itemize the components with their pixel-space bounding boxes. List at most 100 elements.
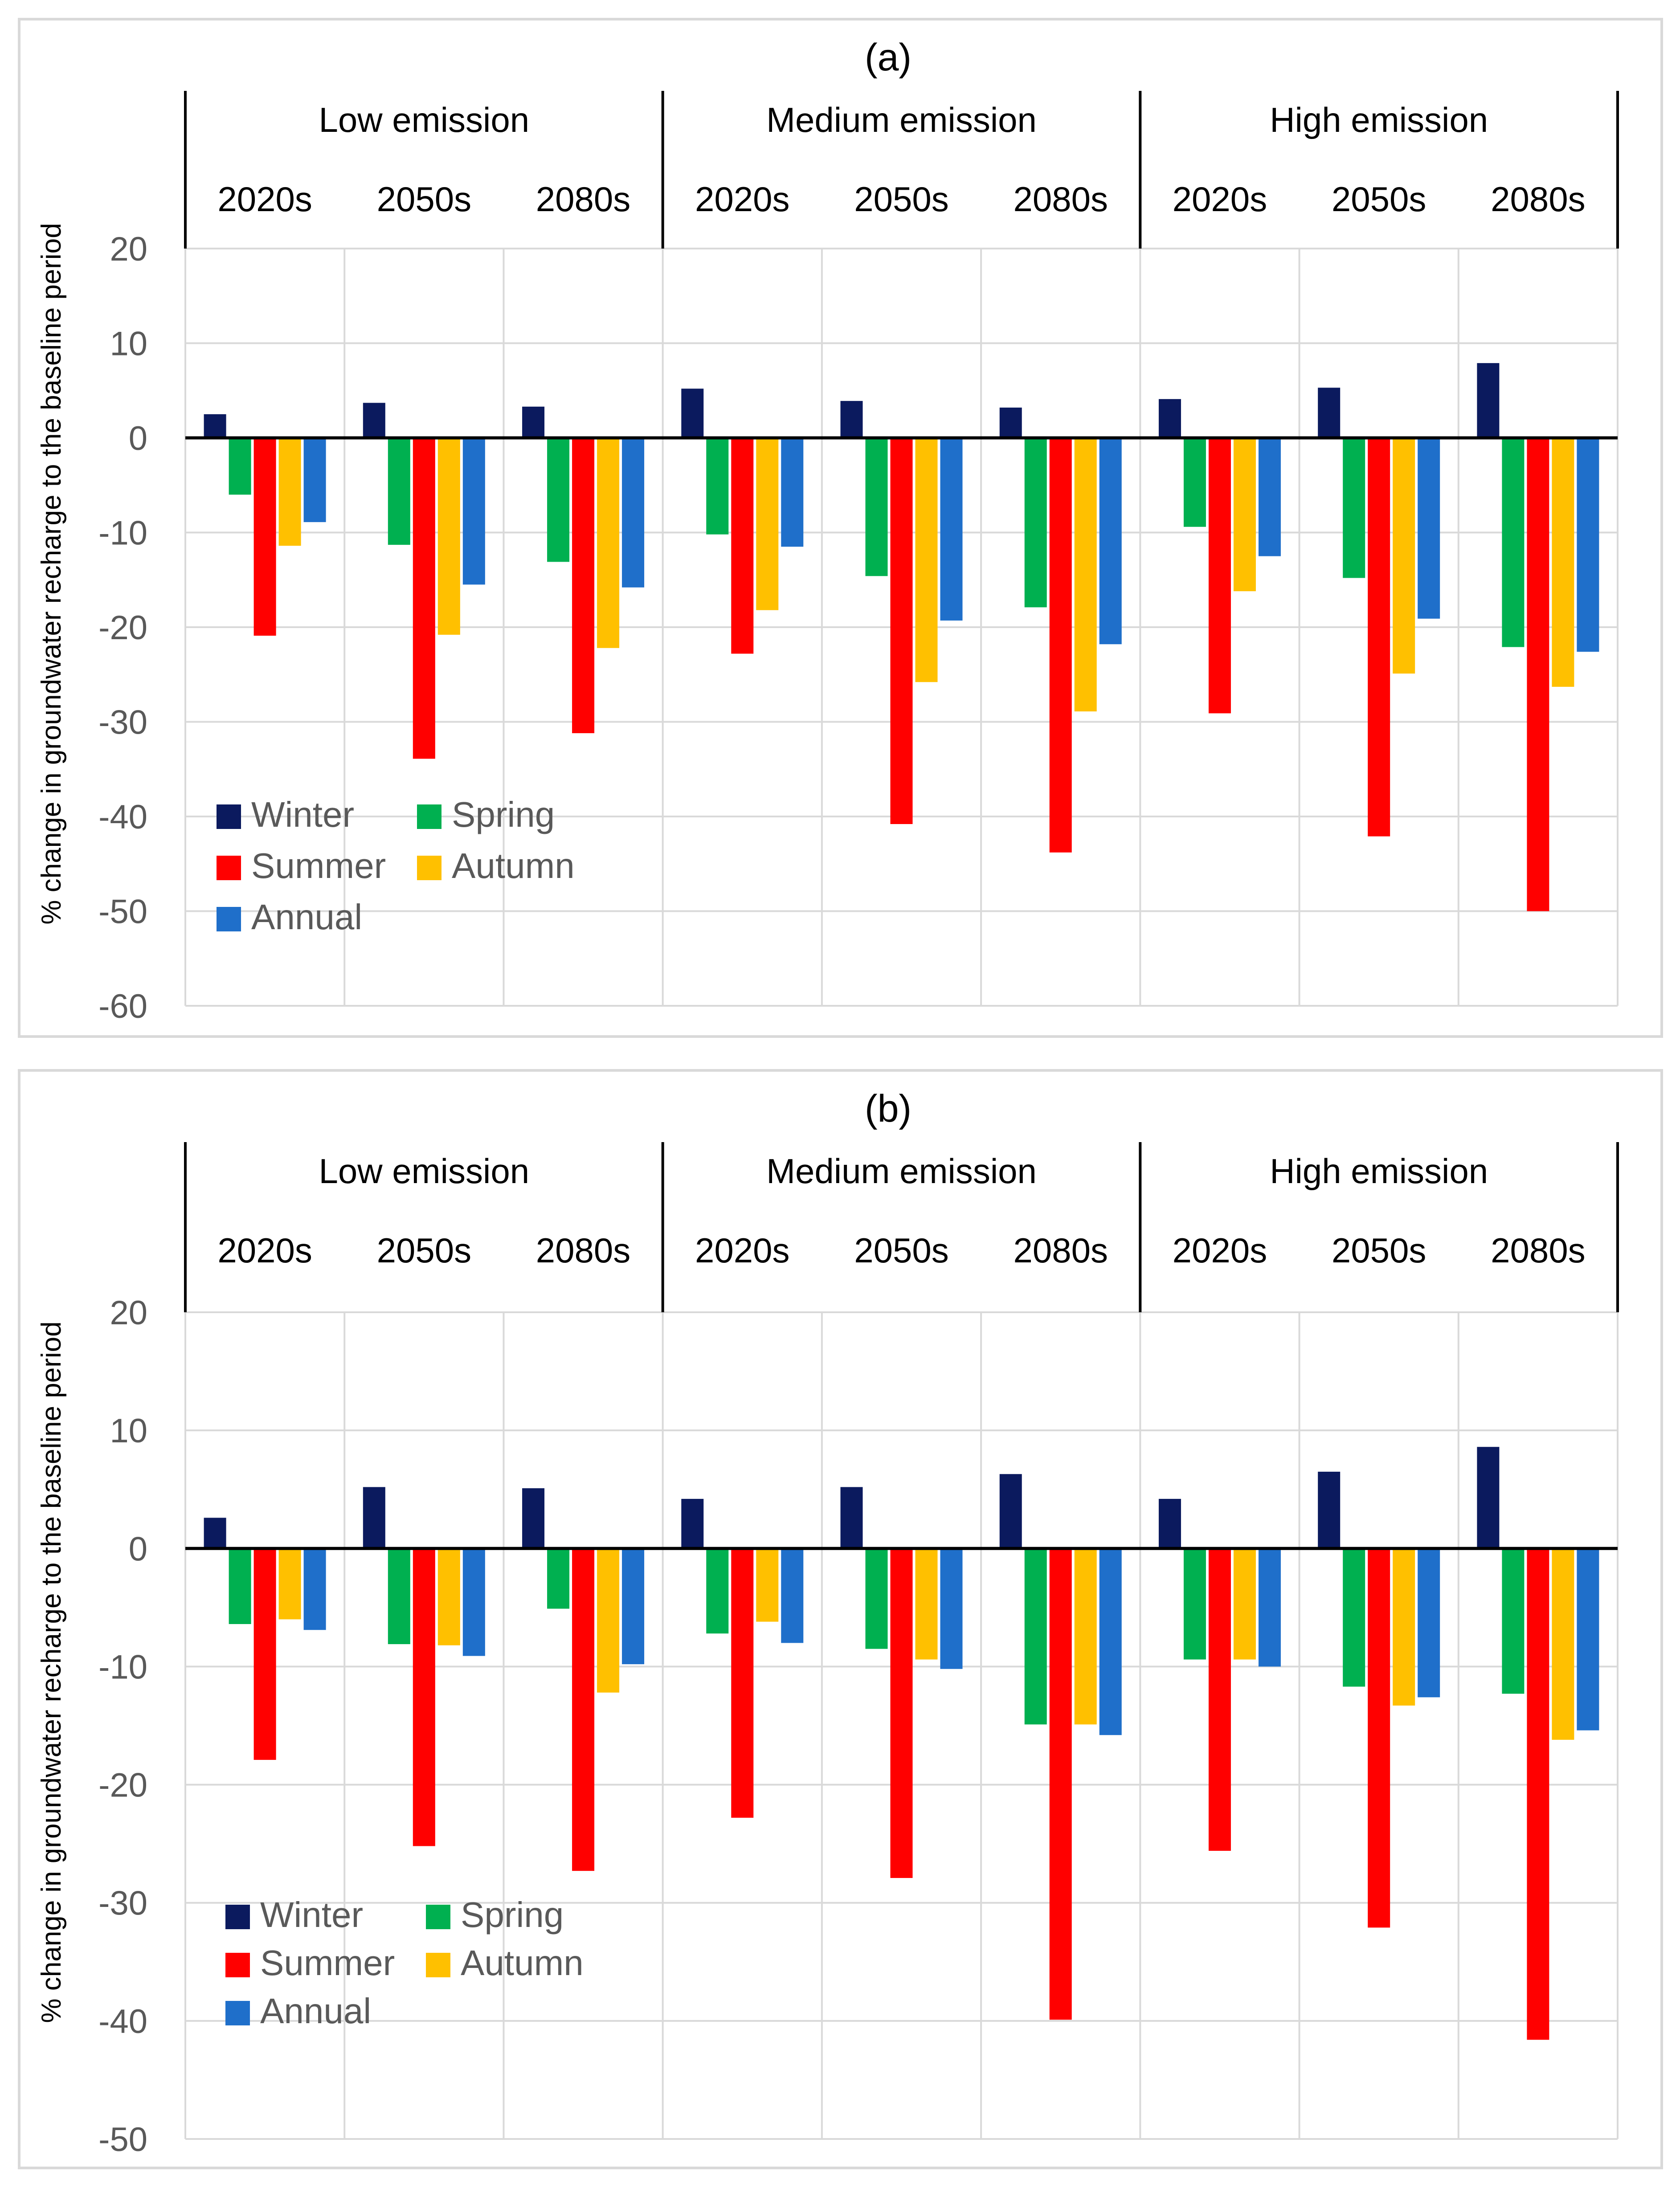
legend-label-autumn: Autumn <box>452 846 575 886</box>
legend-label-spring: Spring <box>452 795 555 834</box>
legend-swatch-winter <box>217 804 241 829</box>
bar-autumn <box>1074 438 1097 712</box>
bar-spring <box>229 438 251 495</box>
bar-spring <box>1183 438 1206 527</box>
bar-winter <box>522 1488 545 1549</box>
legend-swatch-annual <box>225 2001 250 2025</box>
bar-spring <box>1502 438 1525 647</box>
legend-label-summer: Summer <box>251 846 386 886</box>
y-axis-label: % change in groundwater recharge to the … <box>36 1321 67 2023</box>
bar-winter <box>363 1487 385 1549</box>
bar-spring <box>865 1548 888 1649</box>
chart-panel-b: (b) 20 10 0 -10 -20 -30 -40 -50 Low emission Mediu… <box>18 1069 1663 2169</box>
category-label: 2050s <box>1332 180 1427 219</box>
y-tick-label: -50 <box>98 2121 147 2159</box>
bar-spring <box>547 438 570 562</box>
bar-annual <box>1577 1548 1599 1731</box>
bar-autumn <box>437 1548 460 1645</box>
bar-autumn <box>437 438 460 635</box>
bar-summer <box>253 438 276 636</box>
chart-b-svg: (b) 20 10 0 -10 -20 -30 -40 -50 Low emission Mediu… <box>36 1087 1619 2159</box>
bar-summer <box>1527 1548 1549 2040</box>
bar-winter <box>204 1518 226 1549</box>
bar-annual <box>1577 438 1599 652</box>
bar-spring <box>229 1548 251 1624</box>
bar-winter <box>522 406 545 438</box>
bar-winter <box>1318 1471 1341 1549</box>
bar-spring <box>1024 438 1047 608</box>
y-tick-label: -40 <box>98 2003 147 2041</box>
legend-label-annual: Annual <box>260 1991 371 2031</box>
bar-winter <box>681 1498 704 1549</box>
bar-summer <box>253 1548 276 1760</box>
bar-summer <box>413 1548 435 1846</box>
y-tick-label: 0 <box>129 420 147 457</box>
legend-swatch-autumn <box>417 856 441 880</box>
bar-annual <box>940 438 963 621</box>
bar-spring <box>547 1548 570 1609</box>
bar-annual <box>303 1548 326 1630</box>
bar-summer <box>1208 1548 1231 1851</box>
bar-annual <box>1099 1548 1122 1735</box>
group-label: Low emission <box>319 1151 530 1191</box>
bar-autumn <box>1233 438 1256 592</box>
y-tick-label: 0 <box>129 1530 147 1568</box>
y-tick-label: 20 <box>110 1294 147 1332</box>
y-tick-label: 10 <box>110 1412 147 1450</box>
group-label: Medium emission <box>766 100 1037 139</box>
bar-autumn <box>756 438 779 610</box>
legend-label-annual: Annual <box>251 897 362 937</box>
bar-spring <box>1343 1548 1365 1687</box>
bar-annual <box>1418 438 1440 619</box>
bar-spring <box>1183 1548 1206 1660</box>
bar-winter <box>1318 388 1341 438</box>
bar-winter <box>681 388 704 438</box>
bar-summer <box>1527 438 1549 911</box>
legend-swatch-spring <box>426 1905 450 1929</box>
bar-winter <box>840 1487 863 1549</box>
bar-annual <box>303 438 326 522</box>
legend-label-autumn: Autumn <box>461 1943 584 1983</box>
bar-autumn <box>1552 1548 1574 1740</box>
bar-summer <box>1368 438 1390 837</box>
bar-winter <box>999 1474 1022 1549</box>
legend-swatch-winter <box>225 1905 250 1929</box>
bar-annual <box>1258 1548 1281 1667</box>
bar-annual <box>462 438 485 585</box>
group-label: High emission <box>1270 100 1488 139</box>
bar-autumn <box>756 1548 779 1622</box>
bar-spring <box>388 438 410 545</box>
category-label: 2020s <box>695 1231 790 1270</box>
chart-panel-a: (a) 20 10 0 -10 -20 -30 -40 -50 -60 Low emission Me… <box>18 18 1663 1038</box>
bar-spring <box>706 438 729 535</box>
y-tick-label: -20 <box>98 1767 147 1804</box>
bar-annual <box>1258 438 1281 556</box>
bar-autumn <box>597 1548 620 1693</box>
legend-swatch-summer <box>217 856 241 880</box>
legend-label-winter: Winter <box>260 1895 363 1935</box>
bar-summer <box>1368 1548 1390 1928</box>
category-label: 2080s <box>1013 1231 1108 1270</box>
y-tick-label: -30 <box>98 1885 147 1923</box>
bar-summer <box>572 1548 595 1871</box>
category-label: 2080s <box>536 180 631 219</box>
category-label: 2050s <box>854 1231 949 1270</box>
category-label: 2080s <box>1491 180 1586 219</box>
bar-spring <box>1343 438 1365 578</box>
bar-summer <box>731 1548 754 1818</box>
y-tick-label: 10 <box>110 325 147 363</box>
category-label: 2080s <box>1491 1231 1586 1270</box>
bar-winter <box>1477 1447 1500 1549</box>
bar-summer <box>572 438 595 733</box>
bar-summer <box>890 1548 913 1878</box>
legend-swatch-autumn <box>426 1953 450 1977</box>
bar-summer <box>413 438 435 759</box>
bar-summer <box>1049 438 1072 853</box>
legend-swatch-annual <box>217 907 241 931</box>
y-axis-label: % change in groundwater recharge to the … <box>36 223 67 924</box>
bar-autumn <box>1393 1548 1415 1706</box>
bar-spring <box>388 1548 410 1645</box>
bar-annual <box>781 1548 804 1643</box>
bar-autumn <box>1074 1548 1097 1725</box>
bar-autumn <box>278 1548 301 1620</box>
